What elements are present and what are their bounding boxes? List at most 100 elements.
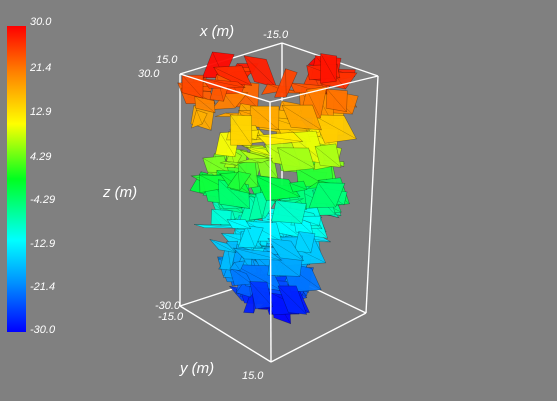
colorbar-tick-label: -30.0 bbox=[30, 324, 56, 336]
mesh-line bbox=[289, 182, 308, 190]
fracture-patch bbox=[219, 160, 243, 166]
fracture-patch bbox=[281, 104, 322, 131]
mesh-line bbox=[281, 105, 322, 131]
mesh-line bbox=[218, 179, 250, 209]
mesh-line bbox=[211, 209, 231, 225]
mesh-line bbox=[213, 67, 252, 86]
fracture-patch bbox=[308, 182, 346, 209]
fracture-patch bbox=[191, 109, 208, 129]
fracture-patch bbox=[277, 147, 316, 172]
mesh-line bbox=[267, 238, 304, 261]
mesh-line bbox=[277, 285, 307, 315]
mesh-line bbox=[254, 175, 301, 198]
mesh-line bbox=[250, 105, 279, 130]
colorbar-tick-label: 4.29 bbox=[30, 151, 51, 163]
mesh-line bbox=[326, 88, 347, 112]
mesh-line bbox=[314, 146, 342, 168]
mesh-line bbox=[194, 96, 216, 113]
z-axis-title: z (m) bbox=[102, 184, 137, 201]
mesh-line bbox=[249, 281, 273, 307]
mesh-line bbox=[246, 146, 272, 157]
fracture-patch bbox=[249, 281, 274, 310]
z-axis-tick-max: 30.0 bbox=[138, 68, 160, 80]
colorbar-tick-label: 21.4 bbox=[29, 62, 51, 74]
colorbar-tick-label: -4.29 bbox=[30, 194, 55, 206]
fracture-patch bbox=[325, 88, 348, 113]
fracture-patch bbox=[229, 260, 246, 271]
z-axis-tick-min: -30.0 bbox=[155, 300, 181, 312]
x-axis-tick-min: -15.0 bbox=[263, 29, 289, 41]
fracture-patch bbox=[226, 171, 252, 191]
mesh-line bbox=[182, 75, 204, 99]
mesh-line bbox=[233, 247, 282, 261]
fracture-patch bbox=[237, 225, 264, 249]
mesh-line bbox=[277, 147, 315, 169]
fracture-surface bbox=[177, 51, 359, 325]
mesh-line bbox=[238, 171, 241, 191]
colorbar: 30.0 21.4 12.9 4.29 -4.29 -12.9 -21.4 -3… bbox=[7, 16, 56, 336]
fracture-patch bbox=[239, 149, 270, 161]
fracture-patch bbox=[256, 131, 304, 146]
fracture-patch bbox=[229, 114, 253, 146]
fracture-patch bbox=[274, 68, 298, 98]
fracture-patch bbox=[314, 143, 342, 168]
mesh-line bbox=[249, 158, 262, 164]
mesh-line bbox=[285, 68, 287, 98]
box-edge bbox=[269, 101, 272, 363]
box-edge bbox=[365, 75, 379, 314]
fracture-patch bbox=[277, 285, 308, 315]
mesh-line bbox=[312, 114, 357, 140]
mesh-line bbox=[227, 219, 251, 229]
y-axis-tick-max: 15.0 bbox=[242, 370, 264, 382]
fracture-patch bbox=[312, 114, 357, 144]
mesh-line bbox=[298, 231, 312, 254]
mesh-line bbox=[306, 89, 321, 119]
fracture-patch bbox=[271, 200, 307, 224]
box-edge bbox=[269, 75, 379, 103]
fracture-patch bbox=[219, 240, 239, 271]
mesh-line bbox=[255, 193, 263, 219]
fracture-patch bbox=[245, 146, 272, 157]
colorbar-tick-label: -21.4 bbox=[30, 281, 55, 293]
mesh-line bbox=[233, 264, 283, 291]
fracture-patch bbox=[267, 238, 305, 261]
fracture-patch bbox=[209, 238, 237, 254]
fracture-patch bbox=[232, 247, 283, 261]
fracture-patch bbox=[238, 157, 273, 164]
mesh-line bbox=[245, 221, 282, 242]
mesh-line bbox=[317, 182, 336, 208]
mesh-line bbox=[246, 225, 256, 248]
fracture-patch bbox=[319, 53, 338, 84]
y-axis-tick-min: -15.0 bbox=[158, 311, 184, 323]
axis-labels: x (m) -15.0 15.0 30.0 z (m) -30.0 -15.0 … bbox=[102, 23, 289, 382]
mesh-line bbox=[202, 157, 230, 174]
mesh-line bbox=[275, 200, 302, 224]
fracture-patch bbox=[201, 78, 246, 89]
mesh-line bbox=[224, 93, 236, 109]
mesh-line bbox=[243, 55, 277, 88]
mesh-line bbox=[320, 53, 337, 82]
mesh-line bbox=[234, 262, 241, 271]
fracture-patch bbox=[226, 219, 252, 230]
x-axis-tick-max: 15.0 bbox=[156, 54, 178, 66]
colorbar-tick-label: -12.9 bbox=[30, 238, 55, 250]
box-edge bbox=[270, 312, 367, 363]
mesh-line bbox=[196, 109, 203, 125]
box-edge bbox=[179, 305, 272, 363]
mesh-line bbox=[209, 239, 237, 253]
fracture-patch bbox=[254, 175, 301, 201]
box-edge bbox=[179, 73, 271, 103]
mesh-line bbox=[240, 150, 270, 159]
mesh-line bbox=[257, 135, 303, 142]
fracture-patch bbox=[294, 231, 316, 254]
colorbar-tick-label: 12.9 bbox=[30, 106, 51, 118]
mesh-line bbox=[228, 266, 252, 285]
fracture-patch bbox=[289, 180, 308, 193]
colorbar-gradient bbox=[7, 26, 26, 332]
bounding-box-front bbox=[179, 73, 379, 363]
y-axis-title: y (m) bbox=[179, 360, 214, 377]
mesh-line bbox=[219, 132, 236, 157]
x-axis-title: x (m) bbox=[199, 23, 234, 40]
mesh-line bbox=[230, 114, 253, 146]
